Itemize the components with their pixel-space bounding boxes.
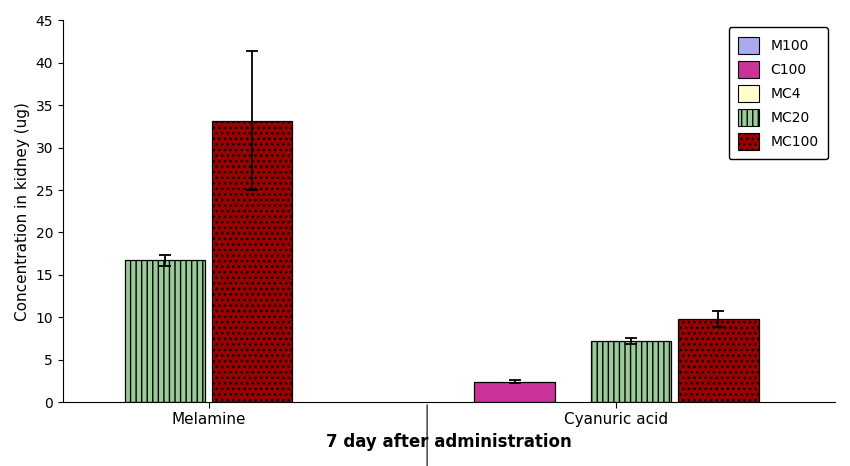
Legend: M100, C100, MC4, MC20, MC100: M100, C100, MC4, MC20, MC100: [728, 27, 828, 159]
Bar: [212, 121, 292, 402]
Bar: [678, 319, 758, 402]
Bar: [591, 341, 672, 402]
Bar: [474, 382, 554, 402]
Y-axis label: Concentration in kidney (ug): Concentration in kidney (ug): [15, 102, 30, 321]
X-axis label: 7 day after administration: 7 day after administration: [326, 433, 572, 451]
Bar: [125, 260, 205, 402]
